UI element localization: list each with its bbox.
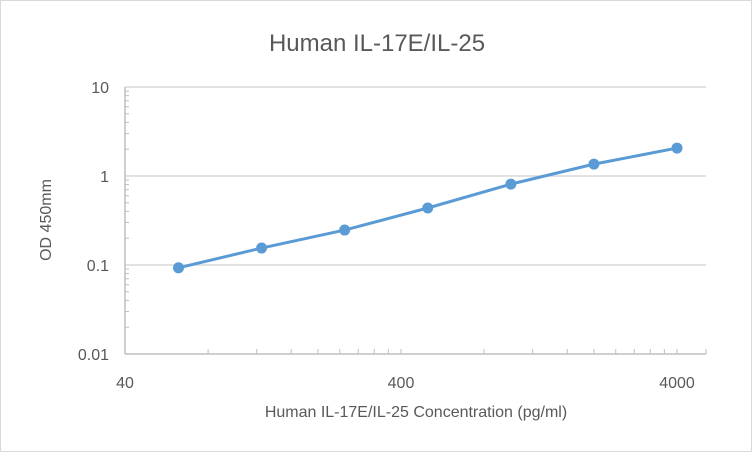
- x-tick-label: 40: [116, 375, 134, 392]
- y-tick-label: 0.01: [78, 347, 109, 364]
- y-axis-tick-labels: 10 1 0.1 0.01: [78, 80, 109, 364]
- data-point-marker: [172, 262, 184, 274]
- data-point-marker: [256, 242, 268, 254]
- gridlines: [125, 86, 706, 266]
- y-tick-label: 1: [100, 169, 109, 186]
- x-axis-tick-labels: 40 400 4000: [116, 375, 695, 392]
- y-tick-label: 0.1: [87, 258, 109, 275]
- data-series: [172, 142, 683, 274]
- axes: [124, 87, 707, 355]
- data-point-marker: [588, 158, 600, 170]
- y-axis-label: OD 450mm: [38, 179, 55, 261]
- data-point-marker: [671, 142, 683, 154]
- y-tick-label: 10: [91, 80, 109, 97]
- chart-title: Human IL-17E/IL-25: [269, 30, 485, 57]
- data-point-marker: [505, 178, 517, 190]
- data-point-marker: [422, 202, 434, 214]
- x-tick-label: 400: [388, 375, 415, 392]
- data-point-marker: [339, 224, 351, 236]
- x-tick-label: 4000: [659, 375, 695, 392]
- x-axis-label: Human IL-17E/IL-25 Concentration (pg/ml): [265, 404, 567, 421]
